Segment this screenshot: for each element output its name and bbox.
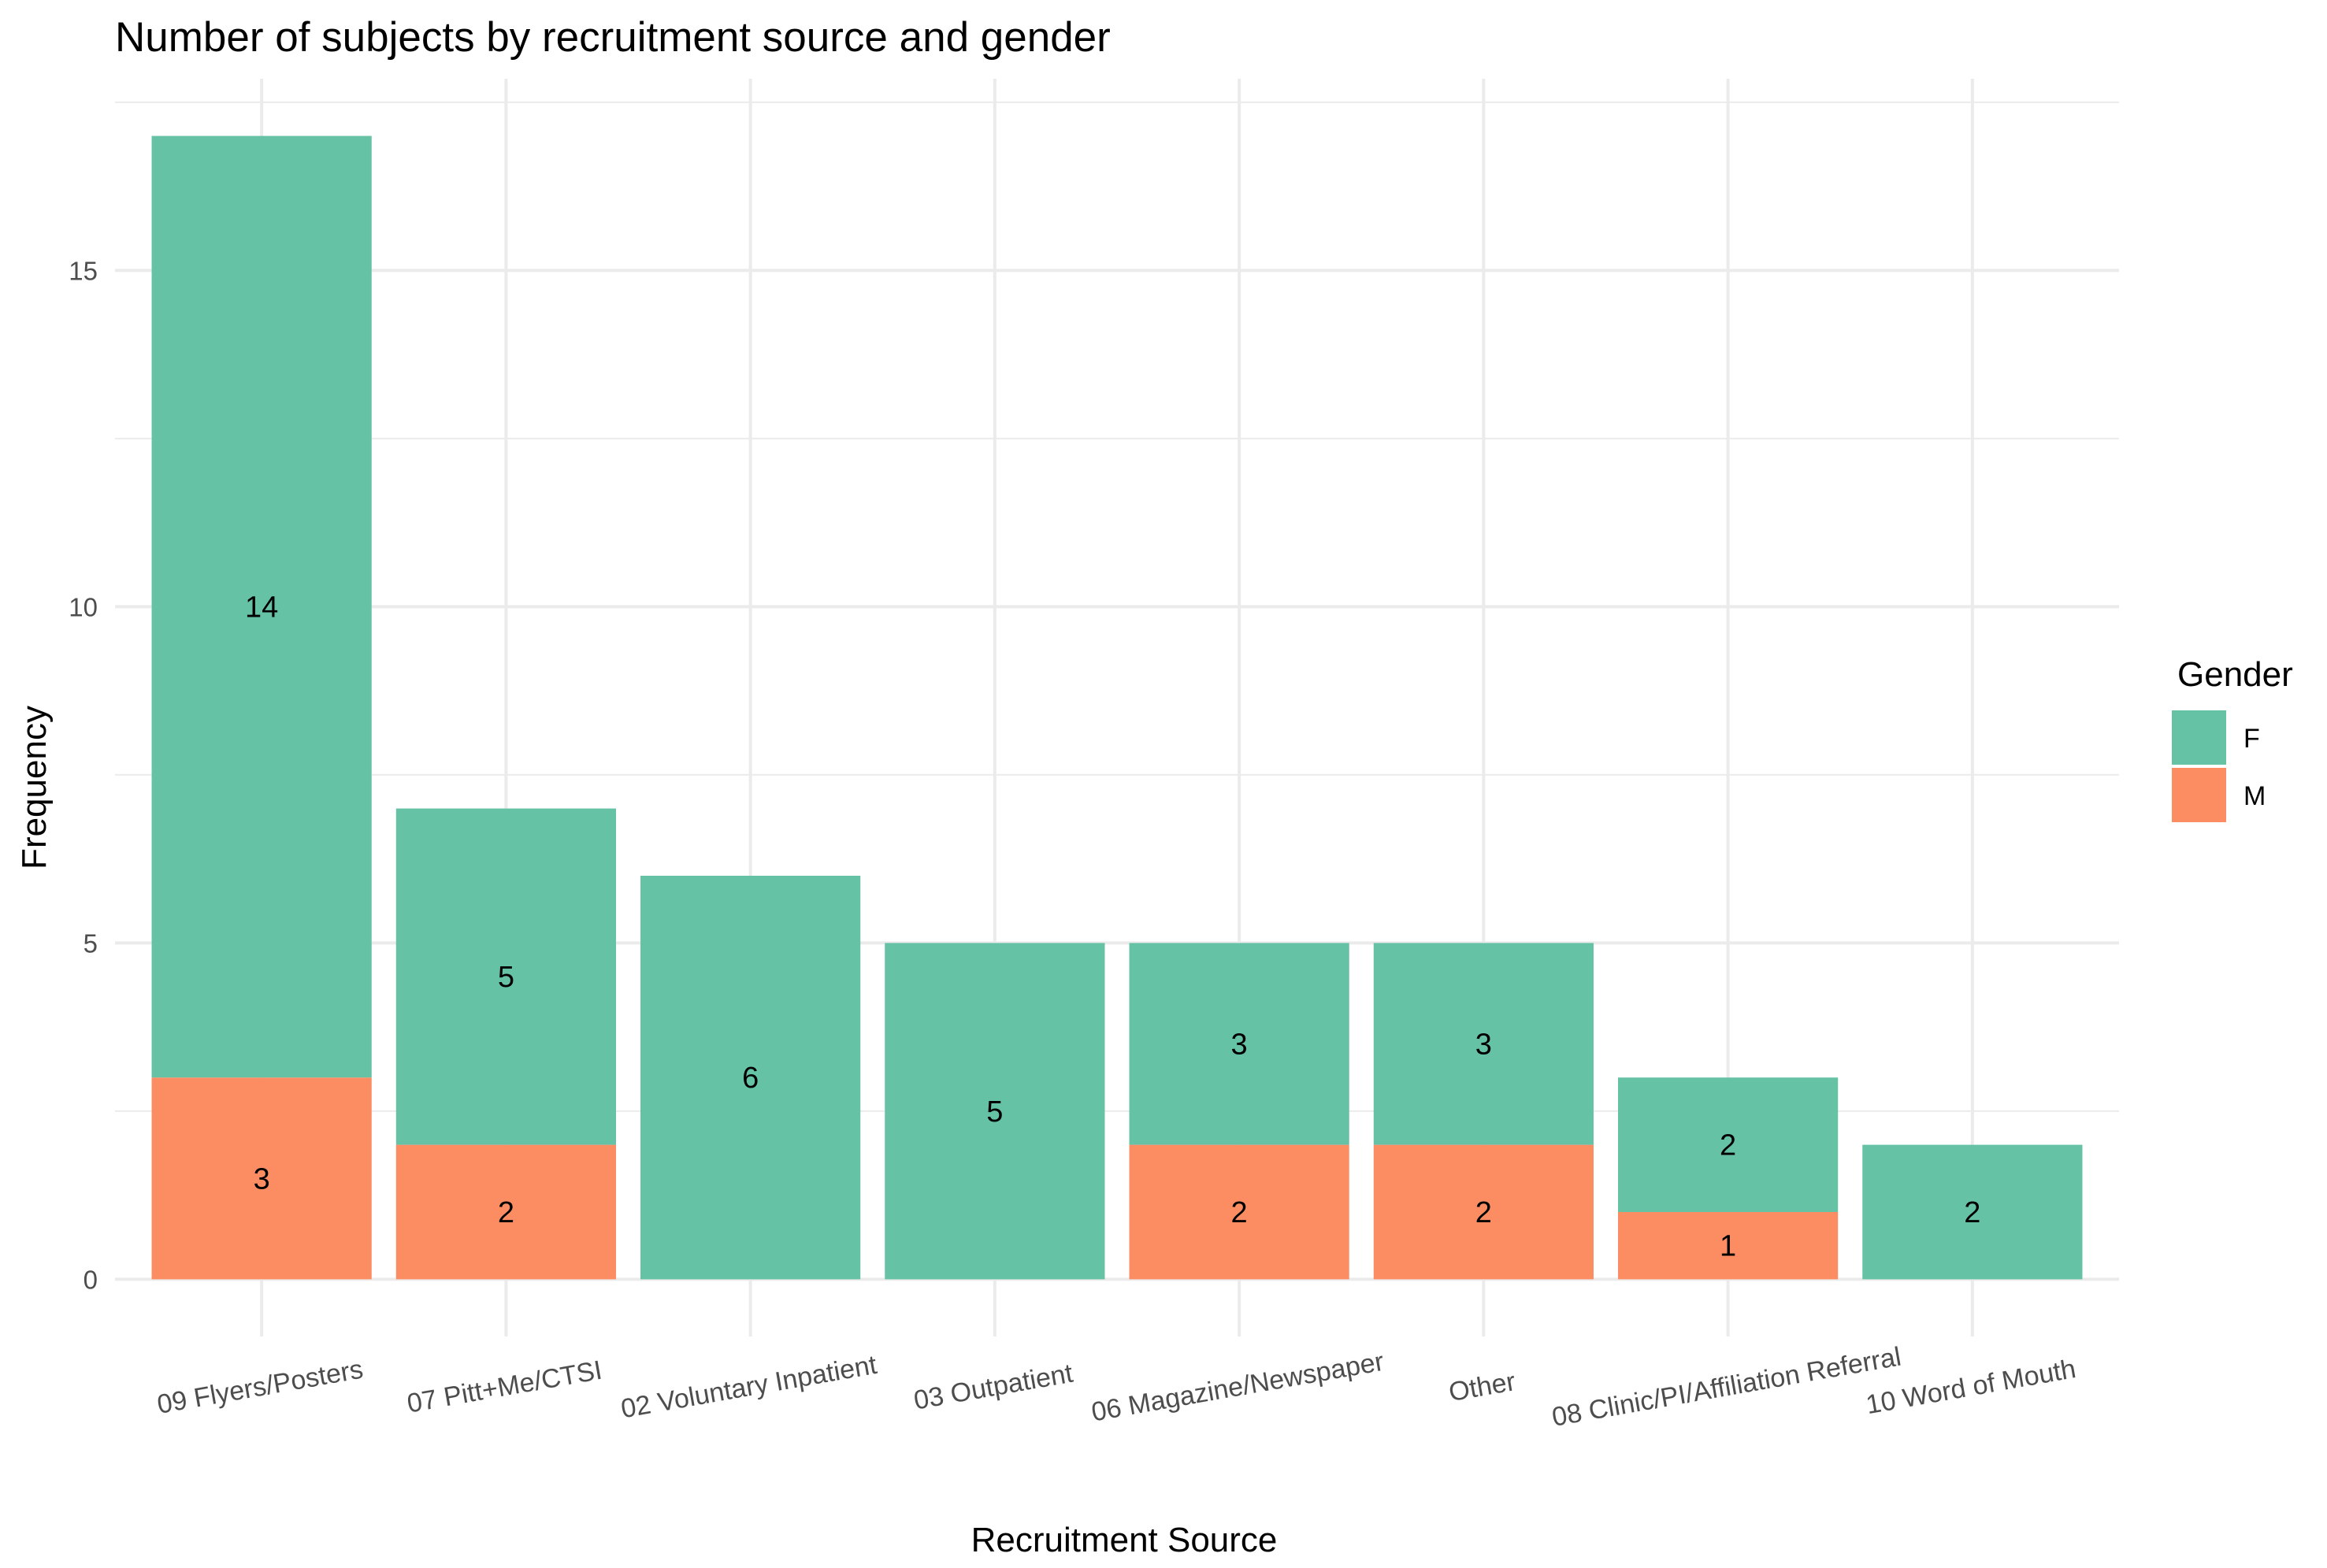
bars xyxy=(151,135,2083,1280)
bar-value-label: 2 xyxy=(498,1196,514,1229)
y-axis-title: Frequency xyxy=(15,706,54,869)
bar-value-label: 5 xyxy=(986,1095,1003,1129)
x-tick-label: 03 Outpatient xyxy=(911,1359,1075,1416)
x-tick-label: 06 Magazine/Newspaper xyxy=(1089,1347,1386,1428)
legend: Gender FM xyxy=(2172,655,2293,822)
bar-value-label: 3 xyxy=(1231,1029,1248,1062)
bar-segment-F xyxy=(395,808,616,1145)
bar-segment-M xyxy=(1618,1212,1839,1280)
x-tick-label: 09 Flyers/Posters xyxy=(155,1354,366,1419)
y-axis-ticks: 0 5 10 15 xyxy=(69,256,98,1294)
y-tick-label: 15 xyxy=(69,256,98,285)
x-tick-label: 08 Clinic/PI/Affiliation Referral xyxy=(1549,1341,1903,1432)
bar-segment-M xyxy=(151,1077,372,1280)
bar-value-label: 3 xyxy=(254,1162,270,1195)
y-tick-label: 5 xyxy=(84,929,98,958)
bar-value-label: 2 xyxy=(1720,1129,1736,1162)
y-tick-label: 0 xyxy=(84,1265,98,1294)
bar-segment-F xyxy=(1862,1144,2083,1280)
y-tick-label: 10 xyxy=(69,592,98,621)
legend-label-M: M xyxy=(2243,781,2266,811)
bar-value-label: 2 xyxy=(1475,1196,1492,1229)
bar-segment-M xyxy=(395,1144,616,1280)
bar-value-label: 2 xyxy=(1964,1196,1980,1229)
bar-segment-F xyxy=(885,943,1105,1280)
x-tick-label: 07 Pitt+Me/CTSI xyxy=(405,1355,604,1419)
legend-label-F: F xyxy=(2243,724,2260,754)
legend-title: Gender xyxy=(2177,655,2293,694)
bar-segment-F xyxy=(1618,1077,1839,1213)
chart-title: Number of subjects by recruitment source… xyxy=(115,14,1111,61)
x-axis-ticks: 09 Flyers/Posters 07 Pitt+Me/CTSI 02 Volun… xyxy=(155,1341,2078,1432)
bar-segment-F xyxy=(640,876,861,1280)
bar-value-label: 5 xyxy=(498,961,514,994)
x-axis-title: Recruitment Source xyxy=(971,1521,1278,1559)
bar-value-label: 2 xyxy=(1231,1196,1248,1229)
bar-value-label: 1 xyxy=(1720,1230,1736,1263)
x-tick-label: 02 Voluntary Inpatient xyxy=(618,1350,879,1425)
legend-swatch-F xyxy=(2172,710,2226,765)
x-tick-label: Other xyxy=(1446,1366,1517,1407)
bar-segment-M xyxy=(1129,1144,1349,1280)
bar-value-label: 14 xyxy=(245,591,278,624)
bar-value-label: 3 xyxy=(1475,1029,1492,1062)
bar-segment-F xyxy=(1129,943,1349,1145)
legend-swatch-M xyxy=(2172,768,2226,822)
bar-segment-F xyxy=(1373,943,1594,1145)
bar-value-label: 6 xyxy=(742,1062,759,1095)
bar-segment-M xyxy=(1373,1144,1594,1280)
bar-segment-F xyxy=(151,135,372,1078)
